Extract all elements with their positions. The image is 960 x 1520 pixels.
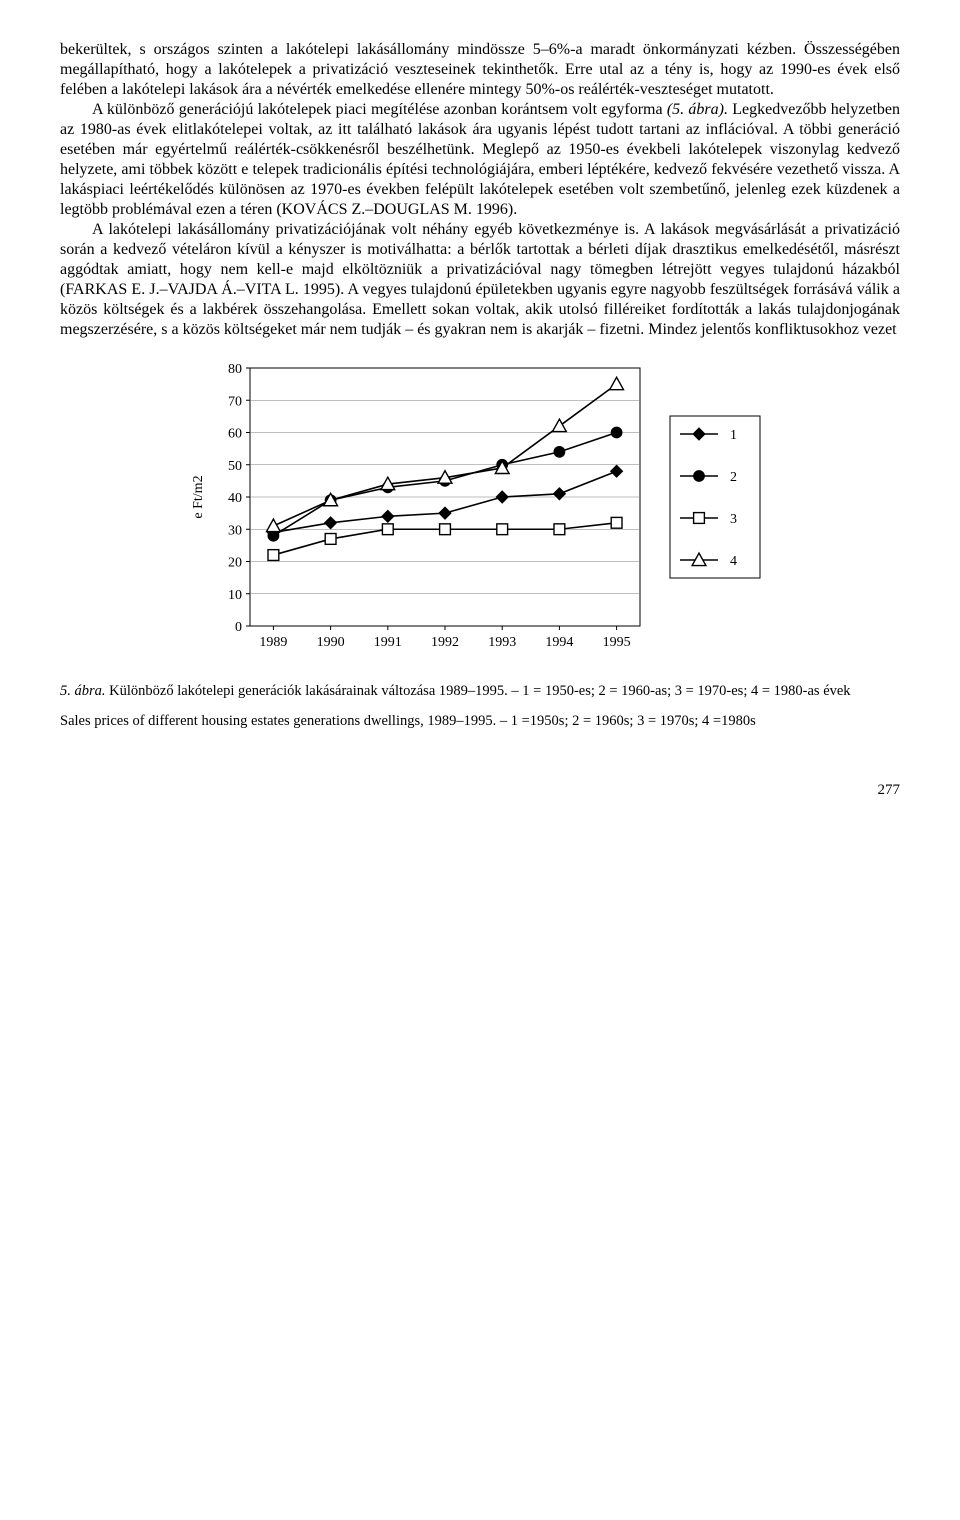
- svg-text:40: 40: [228, 491, 242, 506]
- svg-text:30: 30: [228, 523, 242, 538]
- figure-caption-en: Sales prices of different housing estate…: [60, 712, 900, 732]
- svg-text:10: 10: [228, 588, 242, 603]
- svg-text:1991: 1991: [374, 635, 402, 650]
- figure-caption-hu: 5. ábra. Különböző lakótelepi generációk…: [60, 682, 900, 702]
- caption-lead: 5. ábra.: [60, 683, 106, 699]
- svg-text:1: 1: [730, 428, 737, 443]
- page-number: 277: [60, 781, 900, 800]
- caption-rest: Különböző lakótelepi generációk lakására…: [106, 683, 851, 699]
- svg-text:20: 20: [228, 556, 242, 571]
- svg-text:0: 0: [235, 620, 242, 635]
- body-paragraph-3: A lakótelepi lakásállomány privatizációj…: [60, 220, 900, 340]
- svg-text:3: 3: [730, 512, 737, 527]
- svg-text:4: 4: [730, 554, 737, 569]
- p2-figure-ref: (5. ábra).: [667, 101, 728, 118]
- svg-text:1989: 1989: [259, 635, 287, 650]
- svg-text:50: 50: [228, 459, 242, 474]
- body-paragraph-2: A különböző generációjú lakótelepek piac…: [60, 100, 900, 220]
- svg-text:1993: 1993: [488, 635, 516, 650]
- p2-part-b: Legkedvezőbb helyzetben az 1980-as évek …: [60, 101, 900, 218]
- svg-text:1990: 1990: [317, 635, 345, 650]
- svg-text:1994: 1994: [545, 635, 573, 650]
- svg-text:80: 80: [228, 362, 242, 377]
- svg-text:60: 60: [228, 427, 242, 442]
- svg-text:70: 70: [228, 394, 242, 409]
- svg-text:2: 2: [730, 470, 737, 485]
- svg-text:1992: 1992: [431, 635, 459, 650]
- svg-text:e Ft/m2: e Ft/m2: [191, 475, 206, 518]
- figure-5-chart: 0 10 20 30 40 50 60 70 80 1989 1990 1991 1992 1993 199…: [60, 360, 900, 670]
- p2-part-a: A különböző generációjú lakótelepek piac…: [92, 101, 667, 118]
- chart-svg: 0 10 20 30 40 50 60 70 80 1989 1990 1991 1992 1993 199…: [180, 360, 780, 670]
- svg-text:1995: 1995: [603, 635, 631, 650]
- body-paragraph-1: bekerültek, s országos szinten a lakótel…: [60, 40, 900, 100]
